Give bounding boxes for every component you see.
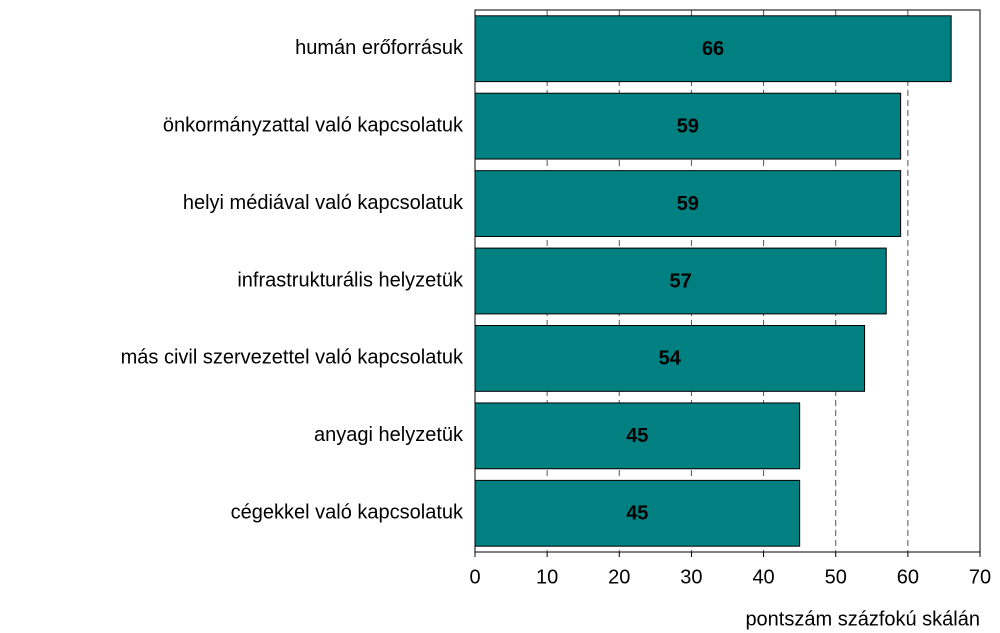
value-label: 54 <box>659 348 682 370</box>
x-tick-label: 30 <box>680 566 702 588</box>
y-tick-label: más civil szervezettel való kapcsolatuk <box>121 347 464 369</box>
bar <box>474 170 902 237</box>
value-label: 59 <box>677 115 699 137</box>
value-label: 66 <box>702 38 724 60</box>
bar <box>474 479 801 547</box>
x-tick-label: 10 <box>536 566 558 588</box>
y-tick-label: cégekkel való kapcsolatuk <box>231 502 464 524</box>
value-label: 45 <box>626 425 648 447</box>
x-tick-label: 0 <box>469 566 480 588</box>
x-tick-label: 50 <box>825 566 847 588</box>
y-tick-label: önkormányzattal való kapcsolatuk <box>163 114 464 136</box>
bar <box>474 247 887 315</box>
bar <box>474 92 902 160</box>
value-label: 59 <box>677 193 699 215</box>
x-tick-label: 70 <box>969 566 991 588</box>
value-label: 57 <box>669 270 691 292</box>
x-tick-label: 20 <box>608 566 630 588</box>
y-tick-label: infrastrukturális helyzetük <box>237 269 464 291</box>
value-label: 45 <box>626 503 648 525</box>
bar <box>474 15 952 83</box>
y-tick-label: helyi médiával való kapcsolatuk <box>183 192 464 214</box>
x-tick-label: 40 <box>752 566 774 588</box>
x-tick-label: 60 <box>897 566 919 588</box>
y-tick-label: anyagi helyzetük <box>314 424 464 446</box>
plot-frame <box>474 9 981 553</box>
x-axis-label: pontszám százfokú skálán <box>745 608 980 630</box>
y-tick-label: humán erőforrásuk <box>295 37 464 59</box>
